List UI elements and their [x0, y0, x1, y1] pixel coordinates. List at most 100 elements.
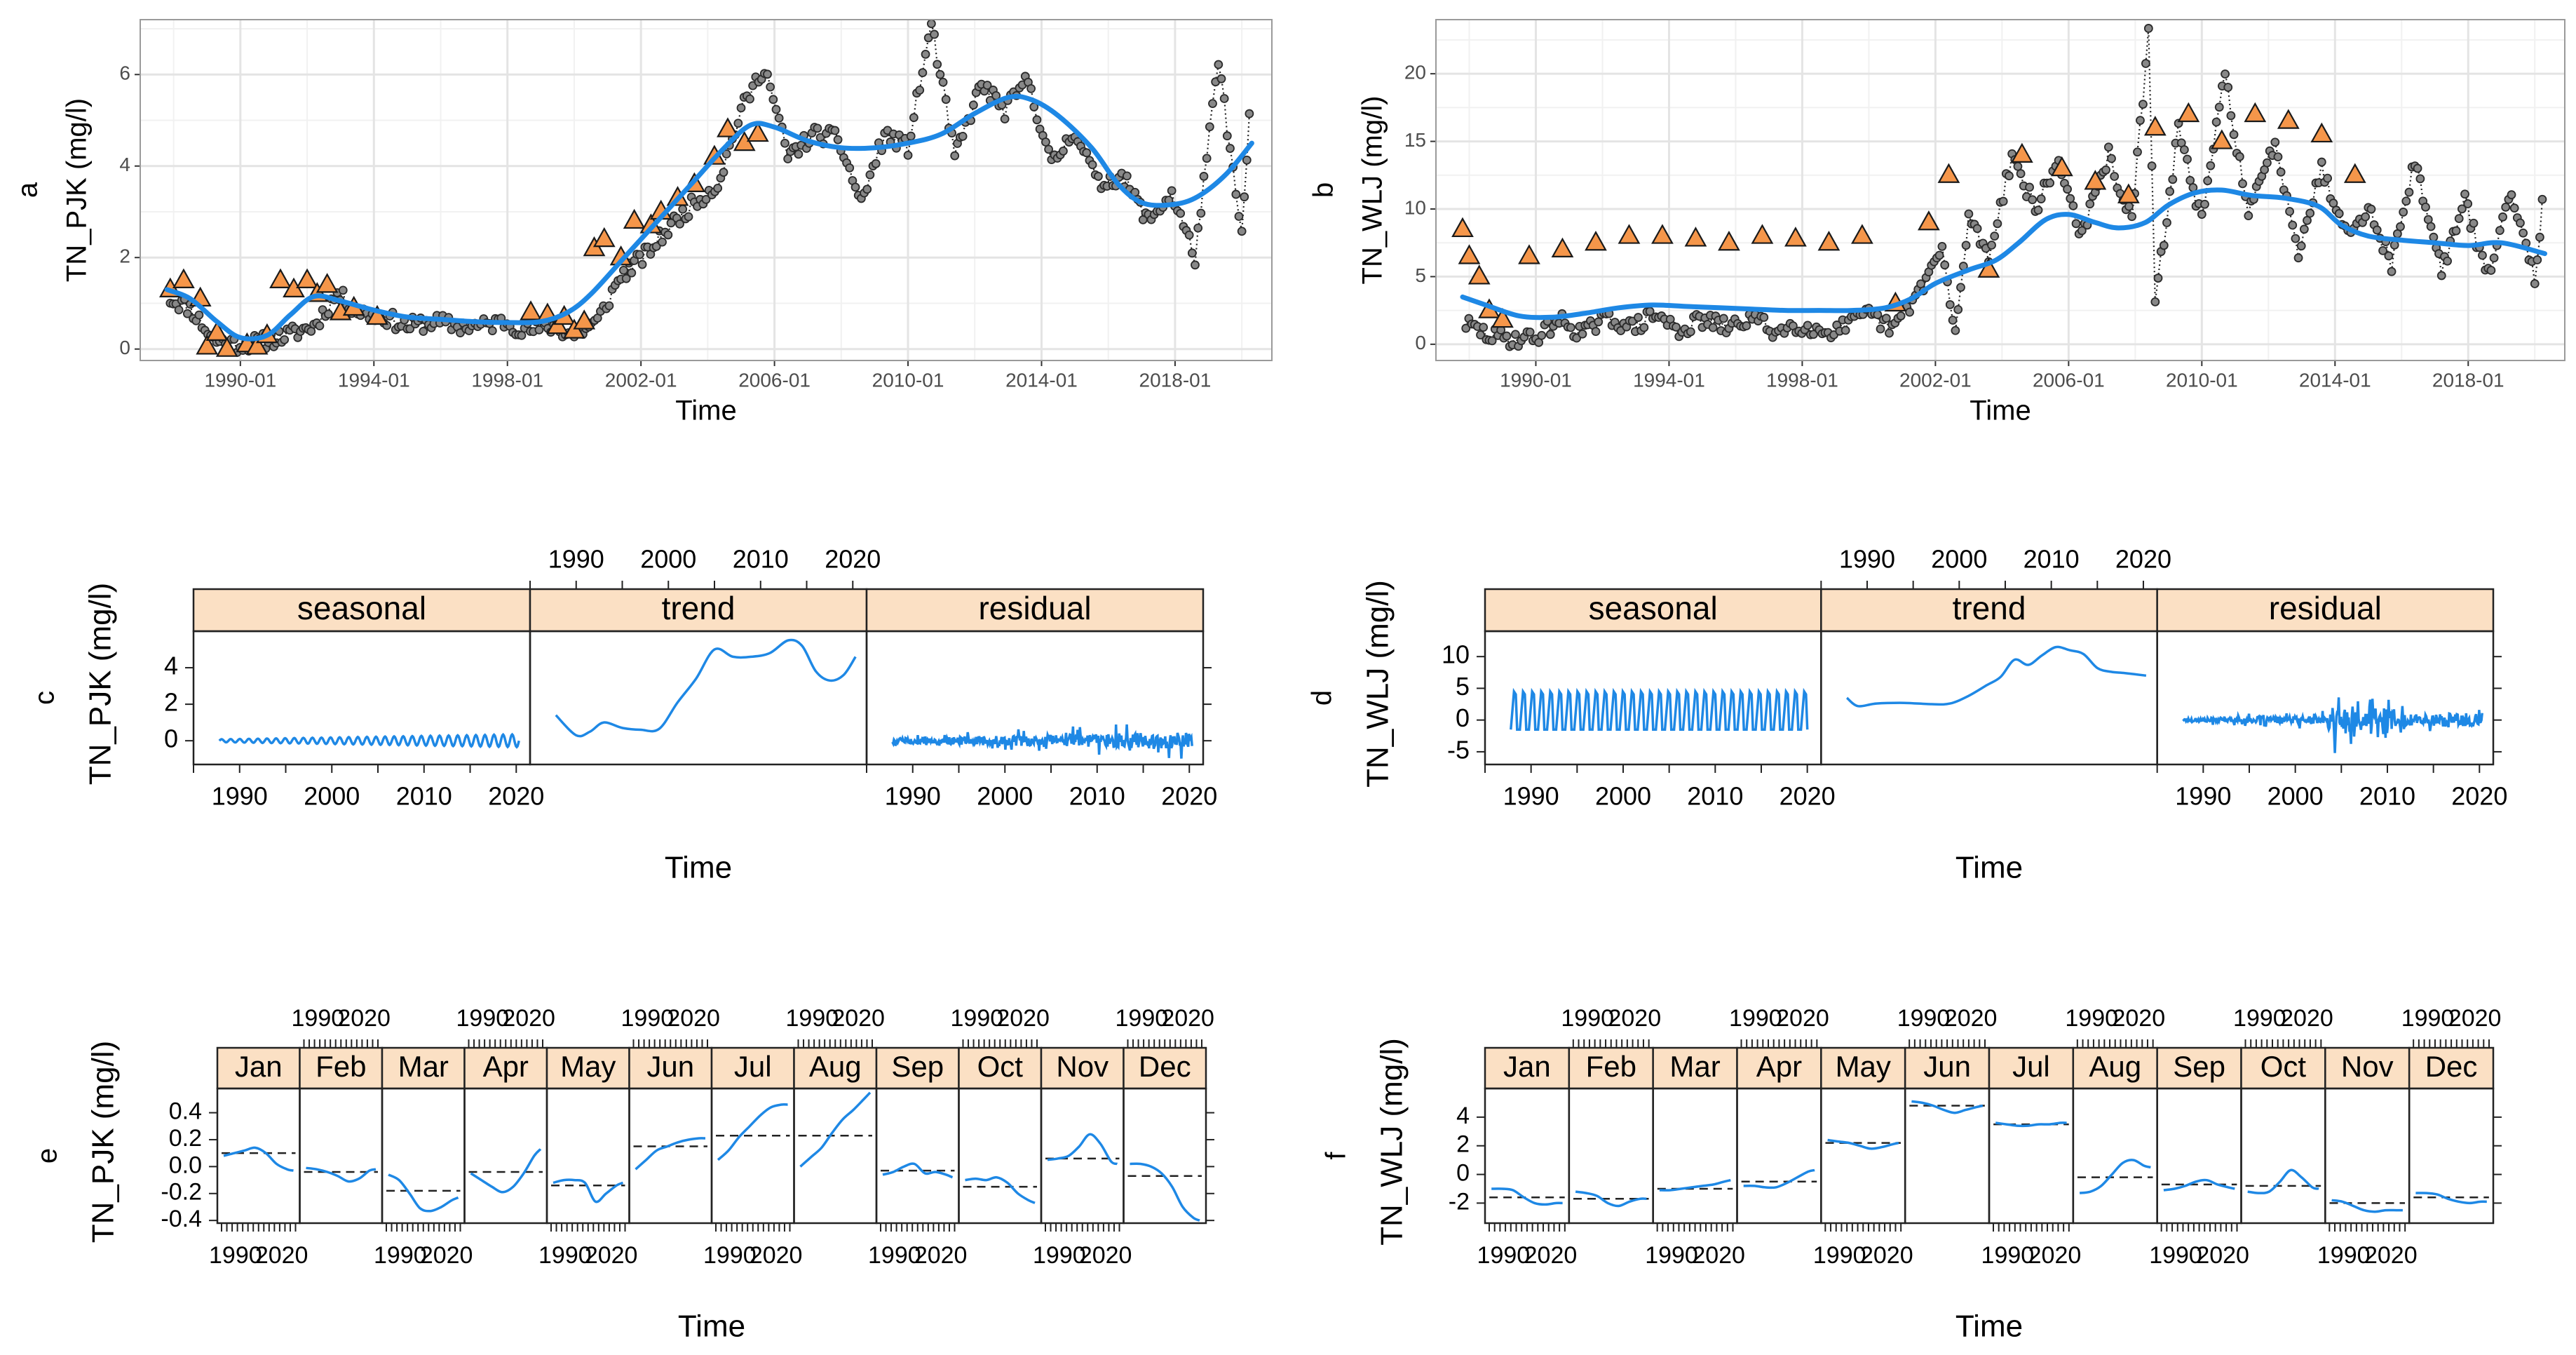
- observed-point: [684, 212, 693, 222]
- x-tick-label: 1990-01: [1500, 369, 1572, 391]
- observed-point: [2372, 225, 2382, 235]
- x-tick-label: 1990: [1477, 1242, 1531, 1269]
- series-line-apr: [470, 1148, 542, 1194]
- x-tick-label: 2002-01: [605, 369, 677, 391]
- observed-point: [982, 81, 992, 90]
- outlier-triangle: [2343, 163, 2366, 183]
- observed-point: [2443, 256, 2452, 266]
- observed-point: [1719, 314, 1728, 323]
- observed-point: [2317, 157, 2326, 167]
- strip-label: Jul: [734, 1050, 772, 1083]
- panel-f: Jan19902020Feb19902020Mar19902020Apr1990…: [1321, 1005, 2502, 1344]
- observed-point: [1594, 317, 1604, 327]
- y-axis-title: TN_PJK (mg/l): [83, 583, 118, 785]
- plot-background: [1436, 20, 2565, 360]
- observed-point: [627, 268, 637, 278]
- y-tick-label: 4: [119, 154, 130, 175]
- panel-frame: [1820, 630, 2158, 766]
- y-tick-label: 6: [119, 62, 130, 84]
- observed-point: [1634, 313, 1643, 322]
- x-tick-label: 1990: [621, 1005, 674, 1032]
- panel-frame: [2072, 1087, 2158, 1225]
- observed-point: [2153, 274, 2163, 283]
- series-line-seasonal: [218, 732, 520, 749]
- x-tick-label: 2000: [1931, 545, 1987, 574]
- observed-point: [2147, 161, 2157, 171]
- observed-point: [1479, 323, 1489, 332]
- x-tick-label: 2020: [488, 782, 544, 811]
- panel-tag: a: [13, 182, 43, 198]
- strip-trend: [1820, 588, 2158, 633]
- observed-point: [2036, 194, 2046, 203]
- observed-point: [1026, 83, 1036, 93]
- observed-point: [2124, 201, 2134, 211]
- observed-point: [2291, 234, 2300, 243]
- series-line-jan: [223, 1146, 294, 1172]
- outlier-triangle: [1585, 230, 1607, 251]
- outlier-triangle: [1918, 210, 1940, 231]
- observed-point: [2221, 69, 2230, 79]
- observed-point: [1000, 114, 1010, 124]
- strip-label: residual: [978, 590, 1091, 626]
- observed-point: [2533, 255, 2542, 264]
- observed-point: [675, 219, 684, 229]
- outlier-triangle: [2084, 170, 2107, 190]
- y-tick-label: -2: [1449, 1188, 1470, 1215]
- x-tick-label: 1990: [2149, 1242, 2202, 1269]
- observed-point: [2429, 232, 2439, 242]
- observed-point: [1742, 321, 1751, 330]
- strip-label: seasonal: [297, 590, 426, 626]
- observed-point: [1041, 137, 1050, 147]
- outlier-triangle: [1451, 217, 1474, 238]
- observed-point: [1951, 325, 1960, 335]
- x-tick-label: 1990: [1729, 1005, 1782, 1032]
- observed-point: [2489, 253, 2499, 263]
- observed-point: [1059, 146, 1068, 156]
- observed-point: [2273, 152, 2283, 161]
- y-tick-label: 2: [119, 245, 130, 267]
- observed-point: [2293, 253, 2303, 263]
- observed-point: [935, 69, 945, 79]
- x-axis-title: Time: [1970, 396, 2031, 426]
- x-tick-label: 2020: [1860, 1242, 1913, 1269]
- strip-label: trend: [662, 590, 735, 626]
- panel-frame: [216, 1087, 301, 1225]
- observed-point: [2162, 218, 2171, 227]
- y-tick-label: 2: [164, 688, 178, 717]
- x-tick-label: 1990: [2065, 1005, 2118, 1032]
- x-tick-label: 2020: [825, 545, 881, 574]
- x-tick-label: 2000: [640, 545, 696, 574]
- observed-point: [2498, 212, 2507, 222]
- panel-frame: [2156, 630, 2495, 766]
- observed-point: [2138, 100, 2148, 109]
- x-tick-label: 2020: [996, 1005, 1050, 1032]
- x-tick-label: 2006-01: [2033, 369, 2105, 391]
- observed-point: [2183, 154, 2192, 164]
- panel-tag: e: [32, 1148, 63, 1164]
- x-tick-label: 2020: [1079, 1242, 1132, 1269]
- x-tick-label: 2020: [832, 1005, 885, 1032]
- observed-point: [833, 135, 843, 144]
- strip-label: Sep: [2173, 1050, 2225, 1083]
- observed-point: [2133, 147, 2142, 157]
- x-tick-label: 2014-01: [1005, 369, 1078, 391]
- y-tick-label: 0: [1456, 703, 1470, 732]
- strip-label: Aug: [2089, 1050, 2141, 1083]
- panel-d: seasonal 1990 2000 2010 2020 trend 1990 2000 201…: [1307, 545, 2508, 885]
- observed-point: [1591, 327, 1601, 337]
- x-tick-label: 2020: [914, 1242, 968, 1269]
- x-tick-label: 1990: [2175, 782, 2231, 811]
- observed-point: [1672, 322, 1681, 332]
- series-line-jun: [635, 1137, 706, 1171]
- observed-point: [2426, 222, 2436, 231]
- panel-frame: [1040, 1087, 1125, 1225]
- x-tick-label: 2020: [1780, 782, 1836, 811]
- x-tick-label: 2020: [1776, 1005, 1829, 1032]
- observed-point: [2285, 207, 2294, 216]
- y-tick-label: 0: [119, 337, 130, 358]
- x-tick-label: 1990: [1981, 1242, 2035, 1269]
- outlier-triangle: [1551, 237, 1574, 257]
- series-line-apr: [1743, 1168, 1815, 1189]
